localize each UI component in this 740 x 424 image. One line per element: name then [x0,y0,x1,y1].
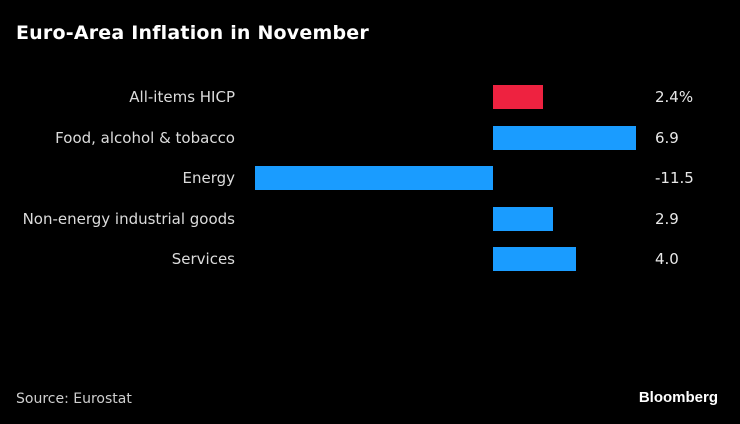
source-note: Source: Eurostat [16,391,132,407]
category-label: Services [171,250,235,268]
category-label: Energy [182,169,235,187]
bar [493,125,636,150]
bar [493,85,543,109]
bar [493,206,554,231]
category-label: Non-energy industrial goods [22,209,235,228]
value-label: 6.9 [655,128,679,147]
value-label: -11.5 [655,169,694,187]
bar [255,166,493,190]
value-label: 2.4% [655,88,694,106]
value-label: 4.0 [655,250,679,268]
category-label: All-items HICP [129,88,235,106]
bar [493,247,576,271]
value-label: 2.9 [655,209,679,228]
chart-title: Euro-Area Inflation in November [16,22,369,44]
category-label: Food, alcohol & tobacco [55,128,235,147]
bloomberg-logo: Bloomberg [638,389,718,406]
